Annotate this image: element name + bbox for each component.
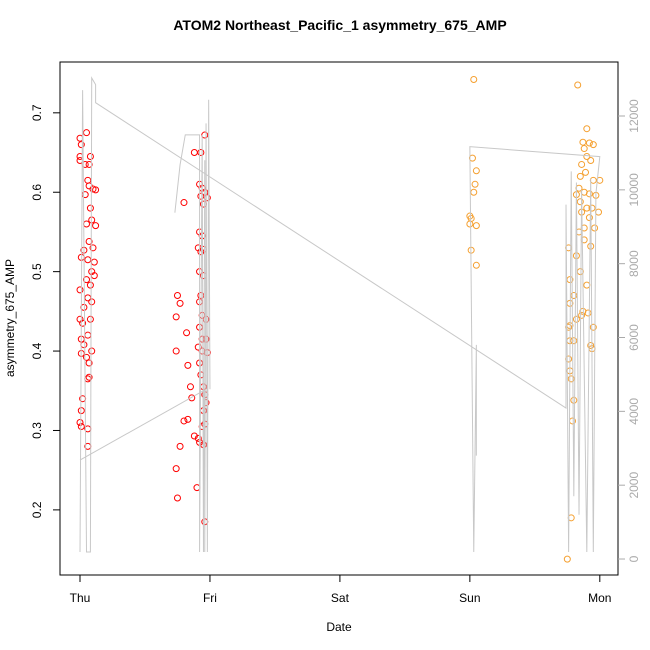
point bbox=[583, 204, 591, 212]
point bbox=[587, 342, 595, 349]
point bbox=[574, 81, 582, 89]
point bbox=[472, 167, 480, 175]
point bbox=[85, 237, 93, 245]
line-series bbox=[79, 76, 601, 553]
point bbox=[176, 299, 184, 307]
point bbox=[186, 383, 194, 391]
point bbox=[172, 465, 180, 473]
point bbox=[579, 138, 587, 146]
point bbox=[197, 192, 205, 200]
y-axis-label: asymmetry_675_AMP bbox=[3, 259, 17, 377]
y-tick-label: 0.7 bbox=[30, 104, 44, 121]
point bbox=[588, 204, 596, 212]
point bbox=[183, 329, 191, 337]
point bbox=[589, 141, 597, 149]
y-tick-label: 0.5 bbox=[30, 263, 44, 280]
point bbox=[570, 337, 578, 345]
y-tick-label: 0.4 bbox=[30, 342, 44, 359]
point bbox=[197, 248, 205, 256]
point bbox=[584, 309, 592, 317]
point bbox=[582, 168, 590, 176]
point bbox=[173, 291, 181, 299]
point bbox=[576, 172, 584, 180]
point bbox=[589, 323, 597, 331]
point bbox=[92, 186, 100, 194]
point bbox=[587, 156, 595, 164]
point bbox=[85, 373, 93, 381]
point bbox=[583, 153, 591, 160]
point bbox=[472, 261, 480, 269]
plot-box bbox=[59, 61, 619, 576]
point bbox=[572, 315, 580, 323]
point bbox=[472, 222, 480, 230]
y2-tick-label: 8000 bbox=[627, 250, 641, 277]
point bbox=[88, 347, 96, 355]
y2-tick-label: 4000 bbox=[627, 398, 641, 425]
point bbox=[83, 353, 91, 361]
point bbox=[197, 149, 205, 157]
point bbox=[176, 442, 184, 450]
y2-tick-label: 10000 bbox=[627, 173, 641, 207]
x-tick-label: Mon bbox=[588, 591, 611, 605]
y2-tick-label: 2000 bbox=[627, 472, 641, 499]
x-tick-label: Thu bbox=[70, 591, 91, 605]
point bbox=[563, 555, 571, 563]
point bbox=[470, 75, 478, 83]
point bbox=[76, 419, 84, 427]
point bbox=[85, 359, 93, 367]
point bbox=[76, 286, 84, 294]
point bbox=[77, 423, 85, 430]
y2-tick-label: 6000 bbox=[627, 324, 641, 351]
point bbox=[180, 417, 188, 425]
point bbox=[172, 313, 180, 321]
point bbox=[570, 396, 578, 404]
point bbox=[194, 434, 202, 442]
point bbox=[86, 315, 94, 323]
point bbox=[190, 432, 198, 440]
point bbox=[576, 198, 584, 206]
point bbox=[83, 129, 91, 137]
point bbox=[585, 190, 593, 198]
point bbox=[172, 347, 180, 355]
x-tick-label: Fri bbox=[203, 591, 217, 605]
x-tick-label: Sun bbox=[459, 591, 480, 605]
y2-tick-label: 12000 bbox=[627, 99, 641, 133]
point bbox=[79, 319, 87, 327]
point bbox=[468, 154, 476, 162]
point bbox=[580, 145, 588, 153]
point bbox=[86, 281, 94, 289]
point bbox=[585, 139, 593, 147]
point bbox=[188, 394, 196, 402]
point bbox=[85, 160, 93, 168]
point bbox=[173, 494, 181, 502]
x-tick-label: Sat bbox=[331, 591, 350, 605]
y-tick-label: 0.6 bbox=[30, 184, 44, 201]
point bbox=[585, 214, 593, 222]
y2-tick-label: 0 bbox=[627, 555, 641, 562]
point bbox=[567, 375, 575, 383]
point bbox=[471, 180, 479, 188]
point bbox=[184, 415, 192, 423]
point bbox=[572, 252, 580, 260]
chart-title: ATOM2 Northeast_Pacific_1 asymmetry_675_… bbox=[173, 17, 506, 33]
point bbox=[77, 141, 85, 149]
point bbox=[89, 244, 97, 252]
point bbox=[180, 199, 188, 207]
point bbox=[83, 276, 91, 284]
point bbox=[86, 204, 94, 212]
point bbox=[578, 311, 586, 319]
point bbox=[86, 153, 94, 160]
point bbox=[583, 125, 591, 133]
y-tick-label: 0.2 bbox=[30, 501, 44, 518]
point bbox=[591, 224, 599, 232]
point bbox=[578, 160, 586, 168]
y-tick-label: 0.3 bbox=[30, 422, 44, 439]
point bbox=[466, 220, 474, 228]
point bbox=[184, 361, 192, 369]
point bbox=[92, 222, 100, 230]
x-axis-label: Date bbox=[326, 620, 352, 634]
point bbox=[88, 298, 96, 306]
